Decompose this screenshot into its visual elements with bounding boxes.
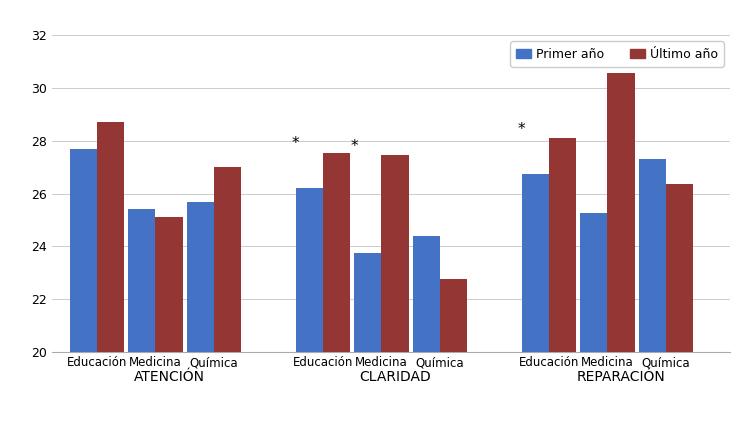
Bar [522, 174, 549, 352]
Text: *: * [292, 136, 299, 151]
Bar [666, 184, 693, 352]
Bar [156, 217, 183, 352]
Text: REPARACIÓN: REPARACIÓN [577, 370, 665, 385]
Bar [70, 149, 97, 352]
Bar [296, 188, 323, 352]
Bar [549, 138, 576, 352]
Bar [440, 279, 467, 352]
Legend: Primer año, Último año: Primer año, Último año [510, 41, 724, 67]
Text: CLARIDAD: CLARIDAD [359, 370, 431, 385]
Bar [186, 202, 214, 352]
Text: *: * [350, 139, 358, 154]
Text: ATENCIÓN: ATENCIÓN [133, 370, 205, 385]
Text: *: * [518, 122, 525, 137]
Bar [413, 236, 440, 352]
Bar [381, 155, 409, 352]
Bar [638, 159, 666, 352]
Bar [323, 153, 350, 352]
Bar [214, 167, 241, 352]
Bar [354, 253, 381, 352]
Bar [580, 213, 607, 352]
Bar [97, 122, 124, 352]
Bar [607, 73, 635, 352]
Bar [128, 209, 156, 352]
Text: *: * [577, 57, 584, 72]
